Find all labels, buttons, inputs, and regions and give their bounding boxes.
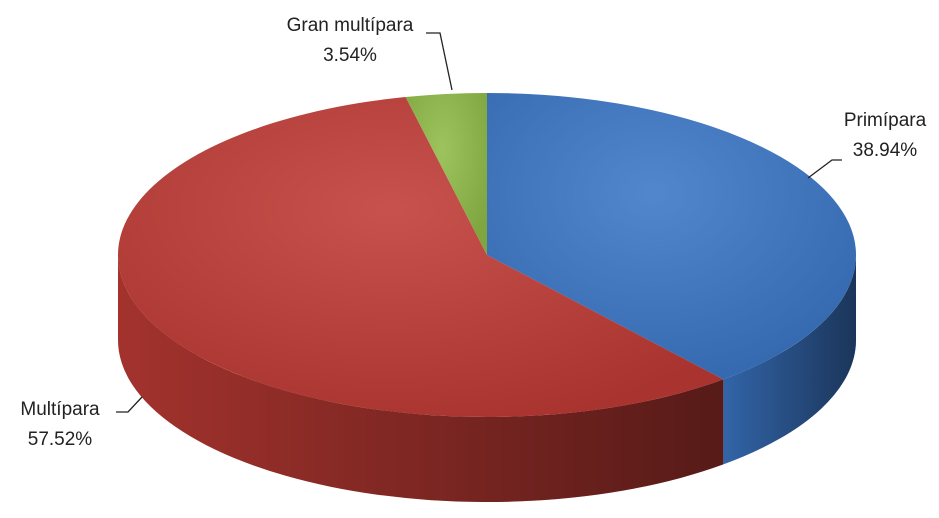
slice-label: Multípara <box>20 399 100 420</box>
slice-label: Gran multípara <box>287 15 414 36</box>
slice-value-label: 57.52% <box>28 429 93 450</box>
slice-value-label: 38.94% <box>853 140 918 161</box>
pie-slice-shine <box>405 93 487 255</box>
pie-slice-side-shade <box>723 255 857 465</box>
slice-value-label: 3.54% <box>323 45 377 66</box>
leader-line <box>116 396 143 413</box>
slice-label: Primípara <box>844 110 927 131</box>
leader-line <box>426 32 453 91</box>
pie-slice-side-shade <box>118 255 724 502</box>
pie-slice-shine <box>118 96 724 418</box>
leader-line <box>807 159 842 179</box>
pie-slice-shine <box>487 93 857 380</box>
